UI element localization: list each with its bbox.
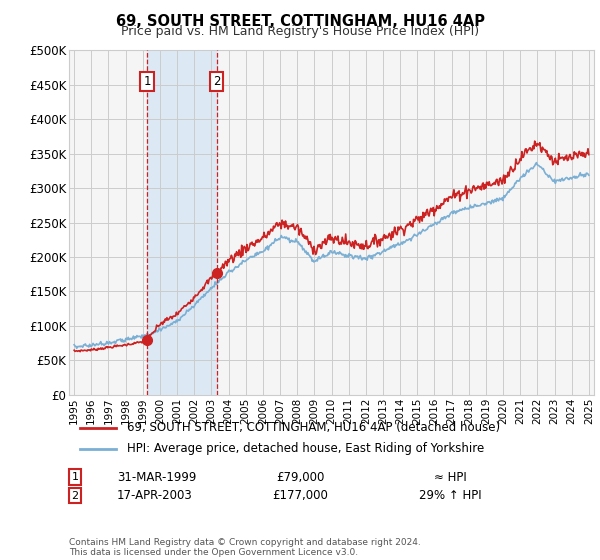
Text: 29% ↑ HPI: 29% ↑ HPI [419, 489, 481, 502]
Text: ≈ HPI: ≈ HPI [434, 470, 466, 484]
Text: 69, SOUTH STREET, COTTINGHAM, HU16 4AP: 69, SOUTH STREET, COTTINGHAM, HU16 4AP [115, 14, 485, 29]
Bar [147, 50, 217, 395]
Text: 17-APR-2003: 17-APR-2003 [117, 489, 193, 502]
Text: 2: 2 [213, 75, 220, 88]
Text: £177,000: £177,000 [272, 489, 328, 502]
Text: 2: 2 [71, 491, 79, 501]
Text: 69, SOUTH STREET, COTTINGHAM, HU16 4AP (detached house): 69, SOUTH STREET, COTTINGHAM, HU16 4AP (… [127, 421, 500, 434]
Text: £79,000: £79,000 [276, 470, 324, 484]
Text: HPI: Average price, detached house, East Riding of Yorkshire: HPI: Average price, detached house, East… [127, 442, 484, 455]
Text: 1: 1 [143, 75, 151, 88]
Text: 31-MAR-1999: 31-MAR-1999 [117, 470, 196, 484]
Text: Contains HM Land Registry data © Crown copyright and database right 2024.
This d: Contains HM Land Registry data © Crown c… [69, 538, 421, 557]
Text: Price paid vs. HM Land Registry's House Price Index (HPI): Price paid vs. HM Land Registry's House … [121, 25, 479, 38]
Text: 1: 1 [71, 472, 79, 482]
